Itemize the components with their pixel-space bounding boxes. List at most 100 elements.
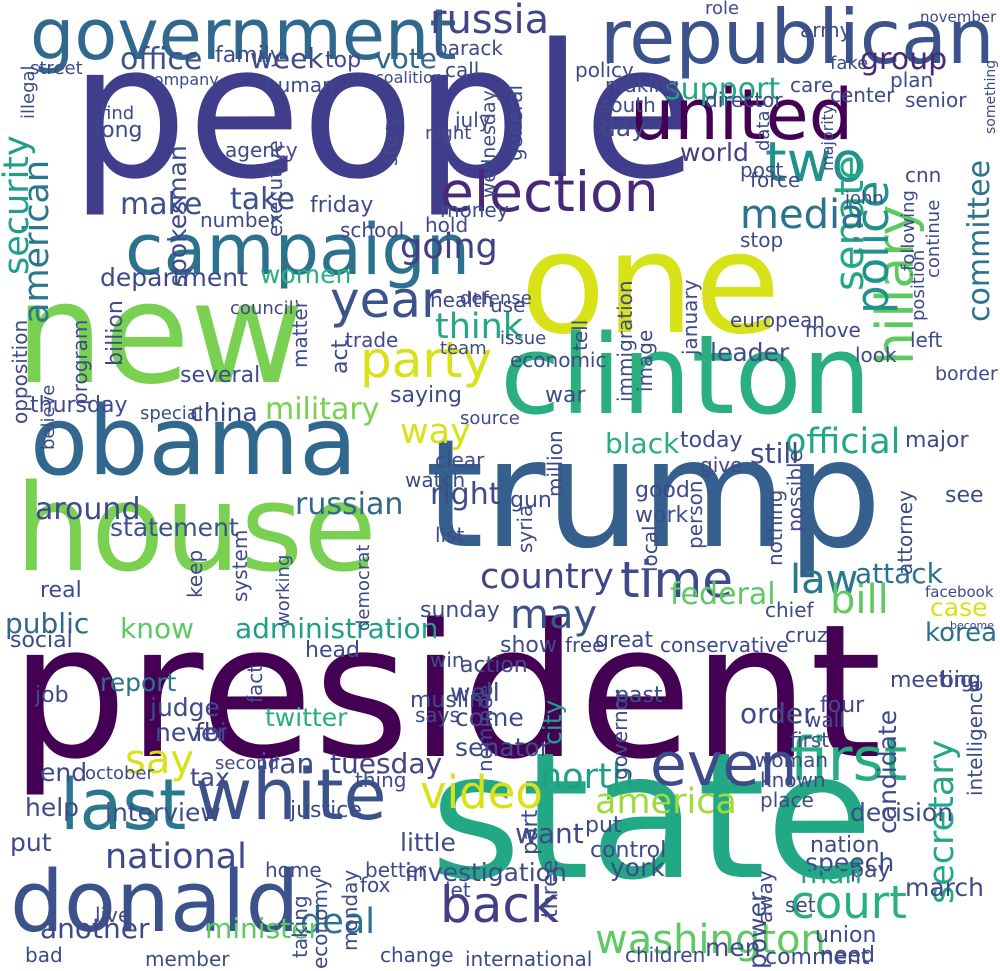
cloud-word-intelligence: intelligence (963, 679, 987, 797)
cloud-word-children: children (625, 943, 706, 967)
cloud-word-investigation: investigation (405, 858, 567, 887)
cloud-word-chief: chief (765, 598, 814, 622)
cloud-word-conservative: conservative (660, 633, 789, 657)
cloud-word-republican: republican (600, 0, 995, 81)
cloud-word-three: three (538, 859, 563, 919)
cloud-word-stop: stop (740, 228, 784, 252)
cloud-word-last: last (60, 764, 187, 846)
cloud-word-plan: plan (890, 68, 934, 92)
cloud-word-cruz: cruz (785, 623, 828, 647)
cloud-word-post: post (740, 158, 784, 182)
cloud-word-let: let (445, 878, 471, 902)
cloud-word-sunday: sunday (420, 598, 500, 623)
cloud-word-hold: hold (425, 213, 469, 237)
cloud-word-says: says (415, 703, 460, 727)
cloud-word-real: real (40, 578, 82, 603)
cloud-word-matter: matter (288, 299, 312, 368)
cloud-word-senior: senior (905, 88, 967, 112)
cloud-word-good: good (635, 478, 690, 503)
cloud-word-say: say (125, 737, 195, 783)
cloud-word-opposition: opposition (8, 319, 32, 425)
cloud-word-right: right (430, 477, 501, 512)
cloud-word-federal: federal (670, 577, 776, 612)
cloud-word-march: march (905, 873, 984, 902)
cloud-word-bill: bill (830, 577, 889, 623)
cloud-word-number: number (200, 208, 279, 232)
cloud-word-report: report (100, 668, 177, 697)
cloud-word-union: union (815, 923, 877, 948)
cloud-word-image: image (633, 329, 657, 393)
cloud-word-show: show (500, 633, 557, 658)
cloud-word-nominee: nominee (473, 684, 497, 773)
cloud-word-change: change (380, 943, 454, 967)
cloud-word-great: great (595, 628, 654, 653)
cloud-word-cnn: cnn (905, 163, 942, 187)
cloud-word-trump: trump (425, 408, 882, 582)
cloud-word-november: november (920, 8, 997, 26)
cloud-word-see: see (945, 483, 984, 508)
cloud-word-comment: comment (765, 945, 870, 970)
cloud-word-deal: deal (300, 902, 375, 942)
cloud-word-company: company (145, 70, 219, 89)
cloud-word-today: today (680, 428, 743, 453)
cloud-word-going: going (400, 227, 498, 267)
cloud-word-back: back (440, 876, 559, 934)
cloud-word-meeting: meeting (890, 668, 982, 693)
cloud-word-well: well (450, 678, 500, 707)
cloud-word-house: house (15, 460, 377, 599)
cloud-word-monday: monday (338, 869, 362, 952)
cloud-word-health: health (430, 288, 494, 312)
cloud-word-first: first (790, 725, 908, 795)
cloud-word-little: little (400, 828, 456, 857)
cloud-word-spokesman: spokesman (163, 144, 192, 287)
cloud-word-week: week (250, 42, 324, 75)
cloud-word-never: never (155, 718, 227, 747)
cloud-word-support: support (665, 72, 781, 107)
cloud-word-put: put (585, 813, 622, 838)
cloud-word-big: big (940, 668, 975, 693)
cloud-word-economic: economic (510, 348, 607, 372)
cloud-word-security: security (0, 134, 37, 275)
cloud-word-country: country (480, 557, 614, 597)
cloud-word-army: army (800, 18, 852, 42)
cloud-word-find: find (100, 103, 135, 124)
cloud-word-military: military (265, 392, 380, 427)
cloud-word-fbi: fbi (195, 718, 227, 747)
cloud-word-care: care (790, 73, 834, 97)
cloud-word-four: four (820, 693, 865, 718)
cloud-word-long: long (95, 118, 143, 143)
cloud-word-place: place (760, 788, 814, 812)
cloud-word-public: public (5, 607, 90, 640)
cloud-word-york: york (610, 853, 665, 882)
cloud-word-friday: friday (310, 193, 374, 218)
cloud-word-come: come (455, 703, 524, 732)
cloud-word-position: position (908, 250, 929, 322)
cloud-word-administration: administration (235, 612, 439, 645)
cloud-word-nation: nation (810, 833, 880, 858)
cloud-word-become: become (950, 619, 995, 632)
cloud-word-day: day (600, 113, 646, 142)
cloud-word-state: state (430, 716, 874, 919)
cloud-word-night: night (425, 123, 472, 144)
cloud-word-july: july (455, 108, 491, 132)
cloud-word-job: job (35, 683, 69, 708)
cloud-word-russian: russian (295, 487, 404, 522)
cloud-word-story: story (378, 114, 402, 166)
cloud-word-vote: vote (375, 42, 437, 75)
cloud-word-even: even (650, 730, 798, 800)
cloud-word-past: past (615, 683, 663, 708)
cloud-word-men: men (705, 933, 761, 962)
cloud-word-agency: agency (225, 138, 298, 162)
cloud-word-man: man (800, 857, 863, 890)
cloud-word-tax: tax (190, 763, 230, 792)
cloud-word-governor: governor (608, 690, 632, 781)
cloud-word-barack: barack (435, 36, 504, 60)
cloud-word-data: data (753, 109, 774, 151)
cloud-word-united: united (630, 74, 854, 156)
cloud-word-january: january (678, 279, 702, 356)
cloud-word-family: family (215, 43, 283, 68)
cloud-word-keep: keep (183, 549, 207, 599)
cloud-word-watch: watch (405, 468, 466, 492)
cloud-word-tuesday: tuesday (330, 747, 443, 780)
